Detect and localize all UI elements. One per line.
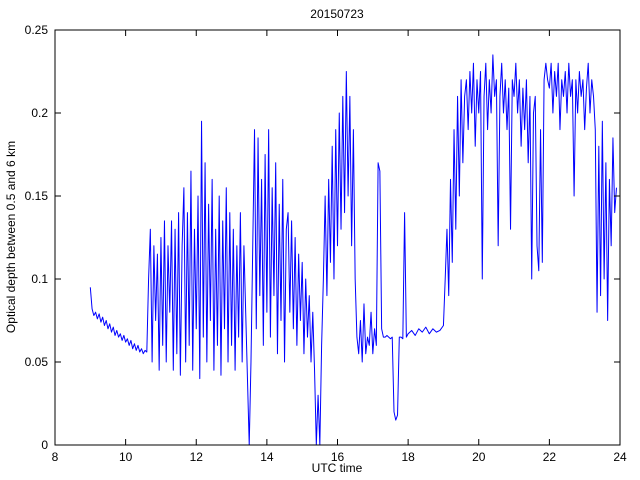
x-tick-label: 8 [52, 450, 59, 464]
x-tick-label: 10 [119, 450, 133, 464]
y-tick-label: 0 [41, 438, 48, 452]
tick-labels-group: 8 10 12 14 16 18 20 22 24 0 0.05 0.1 0.15 0.2 0.25 [25, 23, 627, 464]
ticks-group [54, 29, 621, 446]
y-tick-label: 0.1 [31, 272, 48, 286]
chart-title: 20150723 [310, 7, 364, 21]
x-tick-label: 14 [260, 450, 274, 464]
data-series-group [89, 54, 617, 445]
x-axis-label: UTC time [312, 461, 363, 475]
optical-depth-line [89, 54, 617, 445]
y-tick-label: 0.2 [31, 106, 48, 120]
x-tick-label: 12 [190, 450, 204, 464]
x-tick-label: 18 [401, 450, 415, 464]
x-tick-label: 22 [543, 450, 557, 464]
y-axis-label: Optical depth between 0.5 and 6 km [4, 141, 18, 333]
y-tick-label: 0.15 [25, 189, 49, 203]
x-tick-label: 16 [331, 450, 345, 464]
x-tick-label: 20 [472, 450, 486, 464]
y-tick-label: 0.05 [25, 355, 49, 369]
y-tick-label: 0.25 [25, 23, 49, 37]
x-tick-label: 24 [613, 450, 627, 464]
